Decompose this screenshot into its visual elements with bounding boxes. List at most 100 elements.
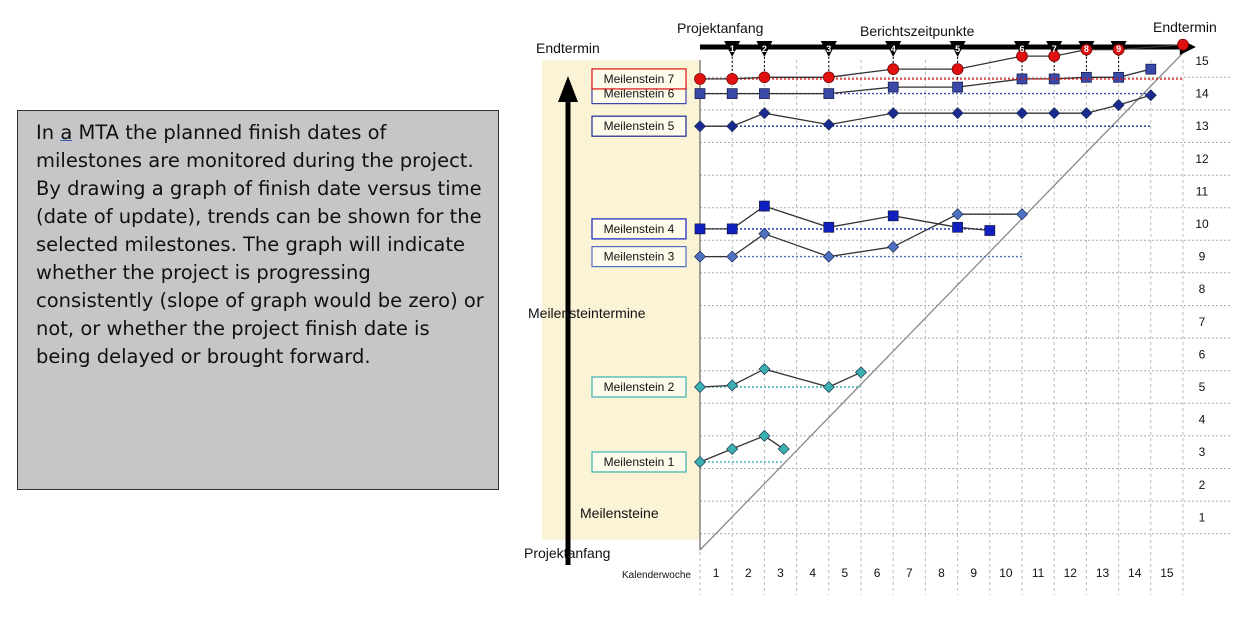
data-point [1112,43,1125,56]
series-label: Meilenstein 3 [604,250,675,264]
data-point [822,71,835,84]
data-point [694,455,706,468]
data-point [726,250,739,263]
data-point [694,250,706,263]
data-point [726,120,739,133]
report-point-label: 2 [762,44,767,54]
description-text-rest: MTA the planned finish dates of mileston… [36,121,484,368]
y-tick-label: 13 [1195,119,1209,133]
series-4: Meilenstein 4 [591,200,996,240]
series-1: Meilenstein 1 [591,429,790,473]
data-point [887,240,900,253]
y-tick-label: 7 [1199,315,1206,329]
data-point [887,81,899,93]
data-point [759,88,770,99]
data-point [1080,43,1093,56]
x-tick-label: 7 [906,566,913,580]
description-article-link: a [60,121,73,144]
series-label-box [591,115,687,137]
y-tick-label: 1 [1199,510,1206,524]
data-point [887,210,899,222]
report-point-label: 4 [891,44,896,54]
x-tick-label: 15 [1160,566,1174,580]
x-tick-label: 8 [938,566,945,580]
y-tick-label: 2 [1199,478,1206,492]
series-label-box [591,218,687,240]
report-point-label: 7 [1052,44,1057,54]
data-point [952,81,963,93]
y-tick-label: 3 [1199,445,1206,459]
series-7: Meilenstein 7 [591,38,1189,90]
data-point [1144,89,1157,102]
report-point-marker [885,41,902,57]
data-point [726,88,738,99]
data-point [951,63,964,76]
data-point [726,442,739,455]
series-label: Meilenstein 5 [604,119,675,133]
y-tick-label: 6 [1199,347,1206,361]
x-tick-label: 10 [999,566,1013,580]
report-point-label: 6 [1019,44,1024,54]
report-point-marker [756,41,773,57]
x-tick-label: 5 [842,566,849,580]
series-5: Meilenstein 5 [591,89,1157,137]
project-start-top-label: Projektanfang [677,20,763,36]
x-tick-label: 3 [777,566,784,580]
data-point [694,381,706,393]
data-point [1048,50,1061,62]
endtermin-top-right-label: Endtermin [1153,19,1217,35]
data-point [726,379,739,392]
y-tick-label: 12 [1195,152,1209,166]
data-point [758,227,771,240]
series-label: Meilenstein 2 [604,380,675,394]
report-point-label: 1 [730,44,735,54]
y-tick-label: 5 [1199,380,1206,394]
y-tick-label: 8 [1199,282,1206,296]
series-line [699,435,785,463]
project-start-bottom-label: Projektanfang [524,545,610,561]
description-text-start: In [36,121,61,144]
report-point-label: 8 [1084,44,1089,54]
data-point [951,107,964,120]
series-3: Meilenstein 3 [591,208,1028,268]
y-tick-label: 10 [1195,217,1209,231]
data-point [822,250,835,263]
report-point-marker [1046,41,1063,57]
data-point [1016,107,1028,120]
description-box: In a MTA the planned finish dates of mil… [17,110,499,490]
milestones-label: Meilensteine [580,505,659,521]
x-tick-label: 6 [874,566,881,580]
data-point [1080,107,1093,120]
series-label: Meilenstein 7 [604,72,675,86]
series-label-box [591,451,687,473]
series-label: Meilenstein 6 [604,87,675,101]
report-point-marker [820,41,837,57]
report-point-marker [949,41,966,57]
data-point [759,200,770,212]
x-tick-label: 4 [809,566,816,580]
series-label: Meilenstein 1 [604,455,675,469]
endtermin-left-label: Endtermin [536,40,600,56]
report-point-label: 9 [1116,44,1121,54]
data-point [758,363,771,376]
x-tick-label: 2 [745,566,752,580]
data-point [887,63,900,76]
series-label-box [591,376,687,398]
series-label: Meilenstein 4 [604,222,675,236]
y-axis-arrow-head [558,76,578,102]
data-point [1112,99,1125,112]
x-tick-label: 14 [1128,566,1142,580]
data-point [726,73,739,85]
data-point [1145,63,1157,75]
data-point [823,221,835,233]
data-point [1177,38,1189,51]
y-tick-label: 15 [1195,54,1209,68]
series-line [700,44,1184,80]
data-point [726,223,738,235]
data-point [758,107,771,120]
report-point-label: 3 [826,44,831,54]
report-point-marker [724,41,741,57]
x-tick-label: 13 [1096,566,1110,580]
x-tick-label: 9 [970,566,977,580]
data-point [758,71,771,84]
